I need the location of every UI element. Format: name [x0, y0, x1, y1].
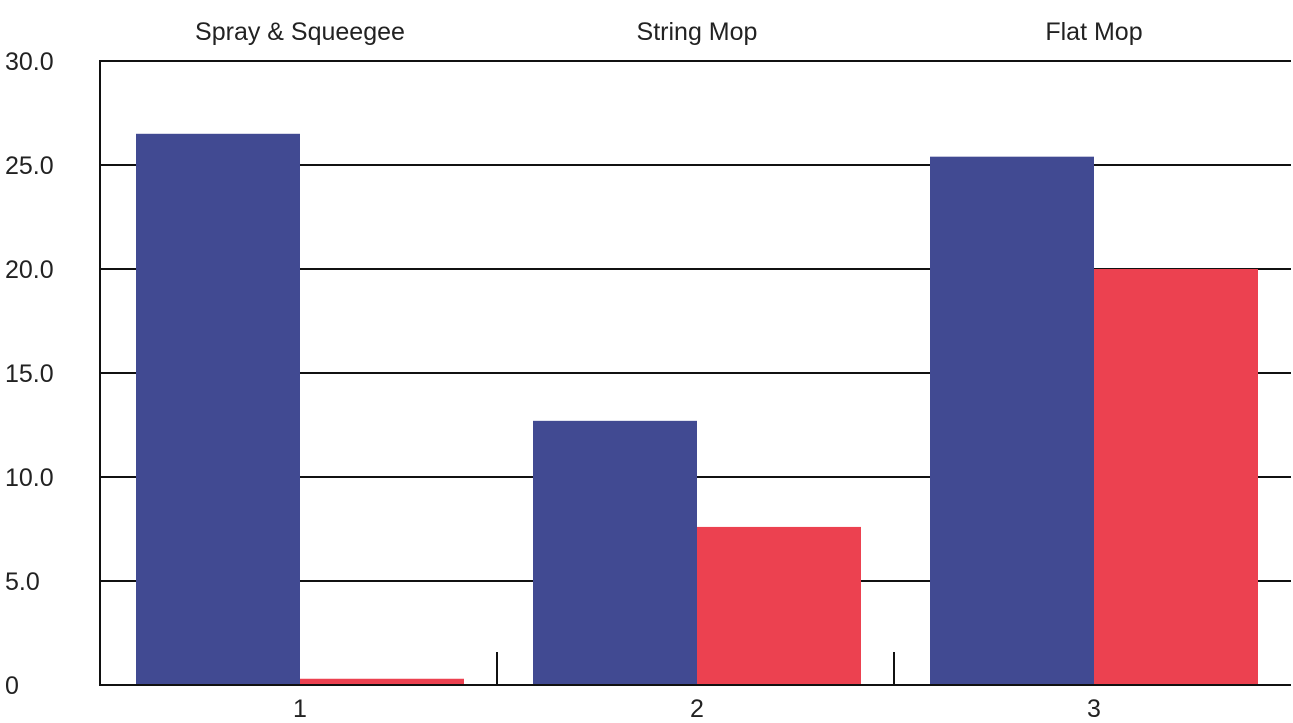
y-tick-label: 5.0: [5, 568, 40, 596]
axis-layer: [99, 60, 1291, 686]
bar-series-1: [930, 156, 1094, 685]
y-tick-label: 0: [5, 672, 19, 700]
category-title: Spray & Squeegee: [195, 18, 405, 46]
bar-series-2: [1094, 269, 1258, 685]
y-tick-label: 15.0: [5, 360, 54, 388]
bar-series-1: [533, 420, 697, 685]
y-tick-label: 30.0: [5, 48, 54, 76]
category-title: Flat Mop: [1045, 18, 1142, 46]
y-tick-label: 25.0: [5, 152, 54, 180]
y-tick-label: 20.0: [5, 256, 54, 284]
y-tick-label: 10.0: [5, 464, 54, 492]
category-title: String Mop: [637, 18, 758, 46]
bar-series-2: [697, 526, 861, 685]
bar-series-1: [136, 133, 300, 686]
bars-layer: [136, 133, 1258, 686]
x-tick-label: 3: [1087, 695, 1101, 723]
x-tick-label: 2: [690, 695, 704, 723]
label-layer: 0 5.0 10.0 15.0 20.0 25.0 30.0 1 Spray & Squeege…: [5, 18, 1143, 723]
bar-series-2: [300, 678, 464, 685]
plot-frame: [99, 60, 1291, 686]
x-tick-label: 1: [293, 695, 307, 723]
